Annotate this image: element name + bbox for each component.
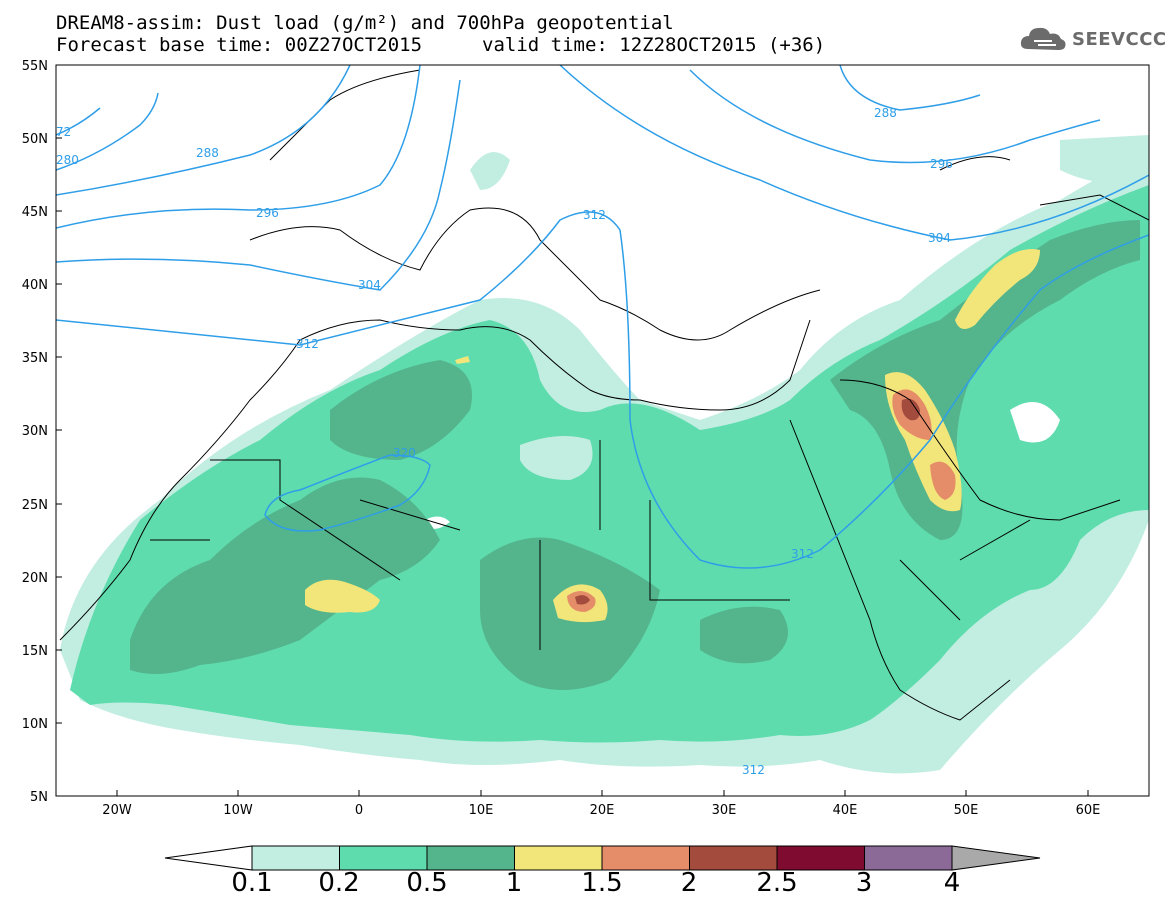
contour-label: 312	[742, 763, 765, 777]
logo-text: SEEVCCC	[1072, 28, 1165, 50]
lon-label: 50E	[954, 803, 979, 818]
lat-label: 15N	[22, 644, 48, 659]
map-title: DREAM8-assim: Dust load (g/m²) and 700hP…	[56, 12, 674, 34]
contour-label: 312	[791, 547, 814, 561]
colorbar-tick-label: 1	[505, 868, 523, 898]
colorbar-swatch	[601, 845, 690, 871]
colorbar-tick-label: 2	[680, 868, 698, 898]
dust-band-0-5	[130, 220, 1140, 690]
lat-label: 35N	[22, 351, 48, 366]
contour-label: 304	[358, 278, 381, 292]
lat-label: 5N	[30, 790, 48, 805]
colorbar-tick-label: 0.1	[231, 868, 273, 898]
colorbar-tick-label: 2.5	[756, 868, 798, 898]
axis-ticks	[56, 64, 1089, 796]
contour-label: 288	[874, 106, 897, 120]
colorbar-swatch	[514, 845, 603, 871]
colorbar-tick-label: 3	[855, 868, 873, 898]
contour-label: 304	[928, 231, 951, 245]
colorbar-tick-label: 4	[943, 868, 961, 898]
cloud-logo-icon	[1020, 27, 1066, 50]
lon-label: 30E	[712, 803, 737, 818]
coastlines	[59, 69, 1149, 721]
colorbar	[164, 845, 1041, 871]
lat-label: 20N	[22, 571, 48, 586]
colorbar-tick-label: 0.2	[318, 868, 360, 898]
lon-label: 60E	[1076, 803, 1101, 818]
colorbar-min-arrow	[164, 845, 253, 871]
lon-label: 20E	[590, 803, 615, 818]
contour-label: 312	[296, 337, 319, 351]
lat-label: 40N	[22, 278, 48, 293]
colorbar-tick-label: 1.5	[581, 868, 623, 898]
colorbar-swatch	[864, 845, 953, 871]
colorbar-tick-label: 0.5	[406, 868, 448, 898]
contour-labels: 72 280 288 296 304 312 320 312 312 288 2…	[56, 106, 953, 777]
contour-label: 296	[930, 157, 953, 171]
contour-label: 72	[56, 125, 71, 139]
lat-label: 55N	[22, 59, 48, 74]
geopotential-contours	[56, 65, 1149, 569]
colorbar-swatch	[251, 845, 340, 871]
lat-label: 50N	[22, 132, 48, 147]
contour-label: 280	[56, 153, 79, 167]
longitude-labels: 20W 10W 0 10E 20E 30E 40E 50E 60E	[102, 803, 1100, 818]
lat-label: 25N	[22, 498, 48, 513]
seevccc-logo: SEEVCCC	[1018, 22, 1165, 56]
colorbar-swatch	[426, 845, 515, 871]
lon-label: 0	[355, 803, 363, 818]
contour-label: 312	[583, 208, 606, 222]
lon-label: 10E	[469, 803, 494, 818]
valid-time: valid time: 12Z28OCT2015 (+36)	[482, 34, 826, 56]
latitude-labels: 55N 50N 45N 40N 35N 30N 25N 20N 15N 10N …	[22, 59, 48, 805]
colorbar-swatch	[689, 845, 778, 871]
lat-label: 10N	[22, 717, 48, 732]
colorbar-swatch	[776, 845, 865, 871]
lat-label: 30N	[22, 424, 48, 439]
forecast-base-time: Forecast base time: 00Z27OCT2015	[56, 34, 423, 56]
colorbar-max-arrow	[951, 845, 1041, 871]
lon-label: 40E	[833, 803, 858, 818]
contour-label: 320	[393, 446, 416, 460]
colorbar-swatch	[339, 845, 428, 871]
dust-band-2	[575, 398, 920, 605]
lon-label: 10W	[223, 803, 253, 818]
contour-label: 296	[256, 206, 279, 220]
lon-label: 20W	[102, 803, 132, 818]
contour-label: 288	[196, 146, 219, 160]
lat-label: 45N	[22, 205, 48, 220]
